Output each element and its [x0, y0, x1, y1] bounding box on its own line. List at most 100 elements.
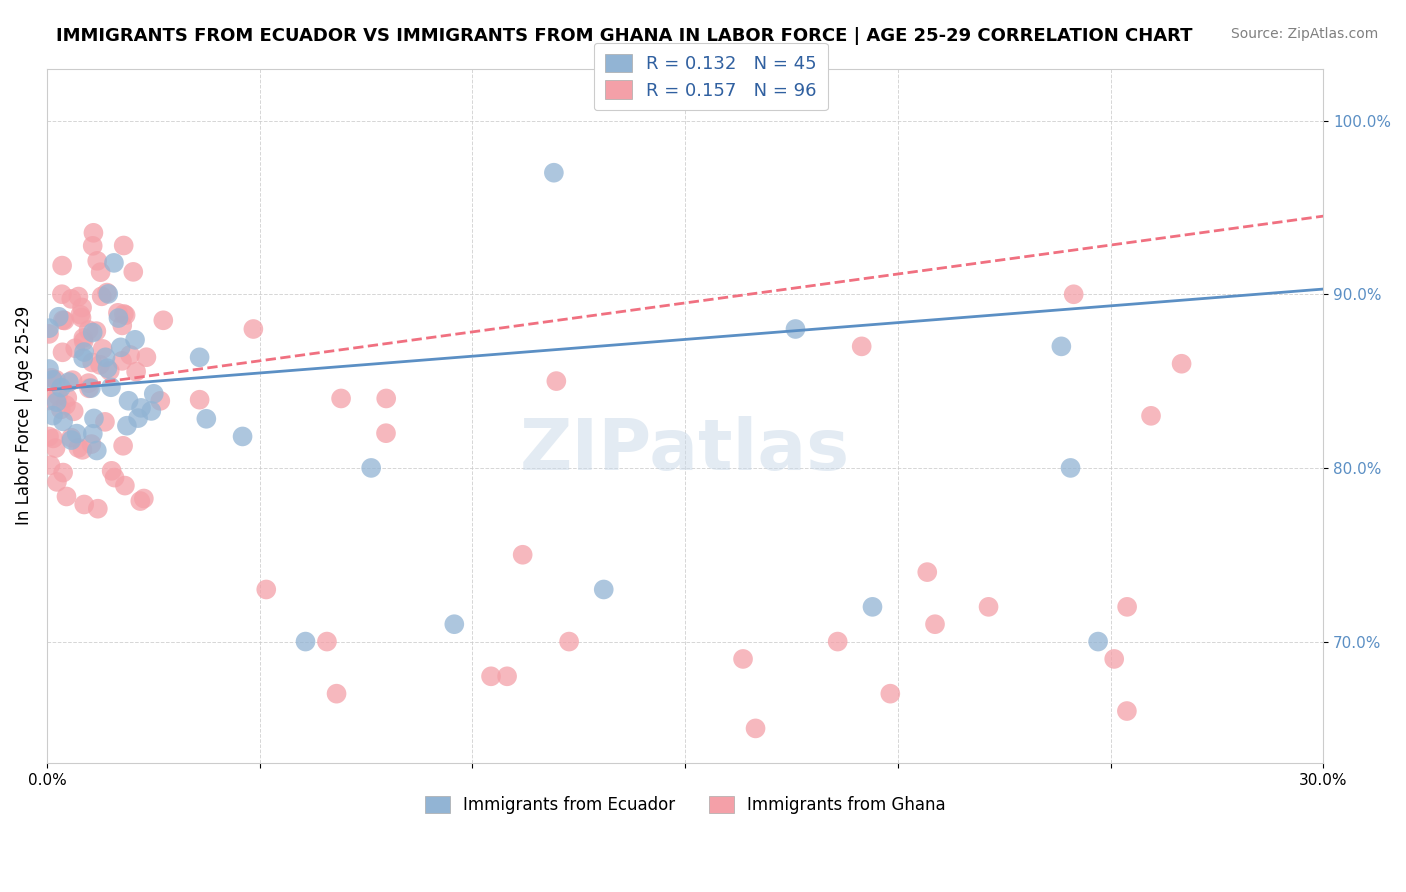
- Point: [94, 415, 117, 429]
- Point: [924, 617, 946, 632]
- Point: [52, 414, 75, 428]
- Legend: Immigrants from Ecuador, Immigrants from Ghana: Immigrants from Ecuador, Immigrants from…: [415, 786, 956, 824]
- Point: [375, 392, 398, 406]
- Point: [91, 342, 114, 356]
- Point: [60, 292, 83, 306]
- Point: [125, 365, 148, 379]
- Point: [254, 582, 277, 597]
- Point: [86, 253, 108, 268]
- Point: [46, 388, 69, 402]
- Point: [66, 426, 89, 441]
- Point: [67, 289, 90, 303]
- Point: [107, 306, 129, 320]
- Text: ZIPatlas: ZIPatlas: [520, 416, 851, 485]
- Point: [112, 307, 135, 321]
- Point: [70, 310, 93, 325]
- Point: [546, 374, 568, 388]
- Point: [1050, 339, 1073, 353]
- Point: [120, 348, 142, 362]
- Point: [53, 313, 76, 327]
- Point: [316, 634, 339, 648]
- Point: [72, 331, 94, 345]
- Point: [135, 350, 157, 364]
- Point: [67, 441, 90, 455]
- Point: [325, 687, 347, 701]
- Point: [111, 354, 134, 368]
- Y-axis label: In Labor Force | Age 25-29: In Labor Force | Age 25-29: [15, 306, 32, 525]
- Point: [96, 361, 118, 376]
- Point: [115, 418, 138, 433]
- Point: [142, 386, 165, 401]
- Point: [45, 373, 67, 387]
- Point: [41, 371, 63, 385]
- Point: [149, 393, 172, 408]
- Point: [82, 326, 104, 340]
- Point: [827, 634, 849, 648]
- Point: [58, 375, 80, 389]
- Point: [86, 324, 108, 338]
- Point: [1116, 599, 1139, 614]
- Point: [77, 381, 100, 395]
- Point: [80, 381, 103, 395]
- Point: [83, 411, 105, 425]
- Point: [111, 318, 134, 333]
- Point: [129, 494, 152, 508]
- Point: [592, 582, 614, 597]
- Point: [114, 308, 136, 322]
- Point: [38, 429, 60, 443]
- Point: [122, 265, 145, 279]
- Point: [73, 498, 96, 512]
- Point: [87, 501, 110, 516]
- Point: [496, 669, 519, 683]
- Point: [80, 437, 103, 451]
- Point: [731, 652, 754, 666]
- Point: [1059, 461, 1081, 475]
- Point: [90, 289, 112, 303]
- Point: [107, 311, 129, 326]
- Point: [86, 443, 108, 458]
- Point: [543, 166, 565, 180]
- Point: [977, 599, 1000, 614]
- Point: [52, 466, 75, 480]
- Point: [82, 355, 104, 369]
- Point: [112, 439, 135, 453]
- Point: [100, 464, 122, 478]
- Point: [38, 326, 60, 341]
- Point: [60, 431, 83, 445]
- Point: [62, 404, 84, 418]
- Point: [51, 287, 73, 301]
- Point: [330, 392, 353, 406]
- Point: [56, 391, 79, 405]
- Point: [73, 334, 96, 349]
- Point: [117, 393, 139, 408]
- Point: [62, 373, 84, 387]
- Point: [38, 321, 60, 335]
- Point: [48, 310, 70, 324]
- Point: [60, 433, 83, 447]
- Point: [1140, 409, 1163, 423]
- Point: [242, 322, 264, 336]
- Point: [38, 362, 60, 376]
- Point: [360, 461, 382, 475]
- Point: [42, 431, 65, 445]
- Point: [98, 364, 121, 378]
- Point: [82, 426, 104, 441]
- Point: [744, 722, 766, 736]
- Point: [42, 373, 65, 387]
- Point: [77, 376, 100, 390]
- Point: [89, 358, 111, 372]
- Point: [39, 458, 62, 472]
- Point: [141, 404, 163, 418]
- Point: [479, 669, 502, 683]
- Point: [49, 402, 72, 417]
- Point: [52, 313, 75, 327]
- Point: [110, 340, 132, 354]
- Point: [114, 478, 136, 492]
- Point: [112, 238, 135, 252]
- Point: [51, 259, 73, 273]
- Point: [100, 380, 122, 394]
- Point: [124, 333, 146, 347]
- Point: [851, 339, 873, 353]
- Point: [558, 634, 581, 648]
- Text: Source: ZipAtlas.com: Source: ZipAtlas.com: [1230, 27, 1378, 41]
